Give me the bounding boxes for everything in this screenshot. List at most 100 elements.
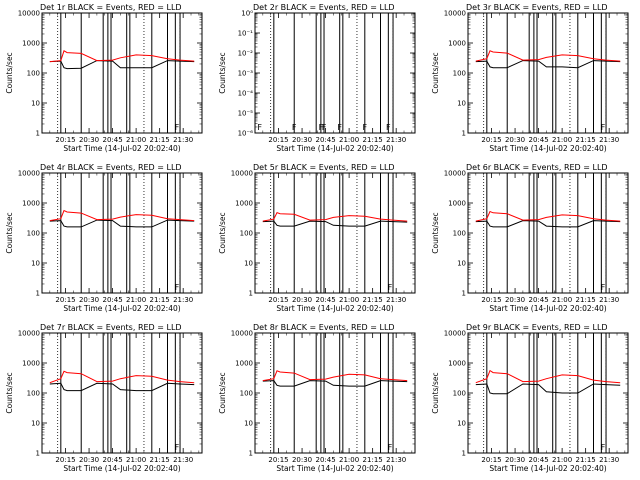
x-tick-label: 21:15: [150, 456, 170, 464]
panel-title: Det 5r BLACK = Events, RED = LLD: [253, 163, 395, 172]
y-tick-label: 1000: [448, 200, 466, 208]
panel-det-6: Det 6r BLACK = Events, RED = LLD 1 10 100 10…: [431, 163, 629, 313]
y-tick-label: 1000: [235, 200, 253, 208]
x-tick-label: 21:15: [363, 456, 383, 464]
x-axis-label: Start Time (14-Jul-02 20:02:40): [63, 464, 180, 473]
y-tick-label: 10: [31, 100, 40, 108]
y-axis-label: Counts/sec: [431, 372, 440, 413]
x-tick-label: 20:15: [268, 296, 288, 304]
y-axis-label: Counts/sec: [218, 212, 227, 253]
panel-det-5: Det 5r BLACK = Events, RED = LLD 1 10 100 10…: [218, 163, 416, 313]
series-lld-line: [475, 369, 621, 384]
y-tick-label: 100: [240, 390, 253, 398]
flag-marker-label: F: [601, 283, 606, 292]
x-tick-label: 21:00: [339, 296, 359, 304]
y-tick-label: 1: [462, 290, 466, 298]
flag-marker-label: F: [175, 443, 180, 452]
y-tick-label: 10000: [231, 330, 253, 338]
x-tick-label: 20:45: [528, 136, 548, 144]
y-tick-label: 10⁻³: [238, 70, 254, 78]
panel-det-3: Det 3r BLACK = Events, RED = LLD 1 10 100 10…: [431, 3, 629, 153]
flag-marker-label: F: [386, 123, 391, 132]
panel-title: Det 2r BLACK = Events, RED = LLD: [253, 3, 395, 12]
y-tick-label: 10⁻¹: [238, 30, 254, 38]
x-axis-label: Start Time (14-Jul-02 20:02:40): [63, 304, 180, 313]
flag-marker-label: F: [601, 443, 606, 452]
flag-marker-label: F: [322, 123, 327, 132]
panel-det-2: Det 2r BLACK = Events, RED = LLD 10⁻⁶ 10⁻⁵…: [218, 3, 416, 153]
plot-frame: [41, 332, 203, 454]
flag-marker-label: F: [175, 283, 180, 292]
y-tick-label: 10: [457, 260, 466, 268]
y-tick-label: 1000: [22, 200, 40, 208]
panel-title: Det 1r BLACK = Events, RED = LLD: [40, 3, 182, 12]
flag-marker-label: F: [388, 443, 393, 452]
y-tick-label: 10: [457, 100, 466, 108]
panel-det-9: Det 9r BLACK = Events, RED = LLD 1 10 100 10…: [431, 323, 629, 473]
flag-marker-label: F: [337, 123, 342, 132]
x-tick-label: 21:00: [552, 136, 572, 144]
x-tick-label: 21:15: [576, 456, 596, 464]
x-tick-label: 21:00: [126, 136, 146, 144]
y-axis-label: Counts/sec: [5, 372, 14, 413]
plot-frame: [41, 12, 203, 134]
x-tick-label: 20:30: [292, 136, 312, 144]
panel-det-4: Det 4r BLACK = Events, RED = LLD 1 10 100 10…: [5, 163, 203, 313]
x-tick-label: 21:30: [173, 296, 193, 304]
x-tick-label: 21:00: [552, 296, 572, 304]
y-tick-label: 10000: [444, 330, 466, 338]
panel-title: Det 6r BLACK = Events, RED = LLD: [466, 163, 608, 172]
series-events-line: [475, 220, 621, 228]
x-tick-label: 21:30: [599, 456, 619, 464]
y-axis-label: Counts/sec: [5, 212, 14, 253]
plot-frame: [467, 12, 629, 134]
x-tick-label: 21:15: [363, 296, 383, 304]
x-tick-label: 20:45: [102, 296, 122, 304]
series-lld-line: [475, 210, 621, 222]
y-tick-label: 10: [31, 260, 40, 268]
y-tick-label: 10000: [18, 170, 40, 178]
x-tick-label: 20:30: [505, 456, 525, 464]
y-tick-label: 1000: [235, 360, 253, 368]
y-tick-label: 1: [462, 450, 466, 458]
x-tick-label: 21:15: [363, 136, 383, 144]
x-tick-label: 20:15: [55, 456, 75, 464]
x-tick-label: 20:30: [505, 296, 525, 304]
panel-title: Det 3r BLACK = Events, RED = LLD: [466, 3, 608, 12]
series-events-line: [475, 383, 621, 395]
y-tick-label: 100: [27, 70, 40, 78]
x-tick-label: 20:45: [315, 296, 335, 304]
y-tick-label: 10⁻⁶: [238, 130, 254, 138]
x-tick-label: 20:30: [79, 456, 99, 464]
series-lld-line: [262, 370, 408, 382]
x-tick-label: 21:15: [150, 136, 170, 144]
y-tick-label: 10000: [18, 10, 40, 18]
x-tick-label: 21:15: [150, 296, 170, 304]
flag-marker-label: F: [388, 283, 393, 292]
x-tick-label: 21:30: [599, 296, 619, 304]
panel-title: Det 7r BLACK = Events, RED = LLD: [40, 323, 182, 332]
y-tick-label: 10000: [444, 170, 466, 178]
x-tick-label: 20:30: [292, 456, 312, 464]
y-tick-label: 10⁻⁵: [238, 110, 254, 118]
x-axis-label: Start Time (14-Jul-02 20:02:40): [489, 464, 606, 473]
plot-frame: [41, 172, 203, 294]
y-axis-label: Counts/sec: [431, 212, 440, 253]
y-tick-label: 10: [244, 260, 253, 268]
x-tick-label: 20:45: [315, 456, 335, 464]
flag-marker-label: F: [292, 123, 297, 132]
x-tick-label: 21:30: [173, 136, 193, 144]
x-tick-label: 21:00: [126, 456, 146, 464]
series-events-line: [49, 60, 195, 70]
x-tick-label: 21:00: [552, 456, 572, 464]
x-tick-label: 20:30: [79, 296, 99, 304]
y-tick-label: 1: [462, 130, 466, 138]
x-tick-label: 21:30: [386, 296, 406, 304]
x-tick-label: 21:00: [126, 296, 146, 304]
x-tick-label: 20:15: [481, 456, 501, 464]
flag-marker-label: F: [362, 123, 367, 132]
x-tick-label: 21:30: [173, 456, 193, 464]
plot-frame: [254, 172, 416, 294]
panel-det-7: Det 7r BLACK = Events, RED = LLD 1 10 100 10…: [5, 323, 203, 473]
